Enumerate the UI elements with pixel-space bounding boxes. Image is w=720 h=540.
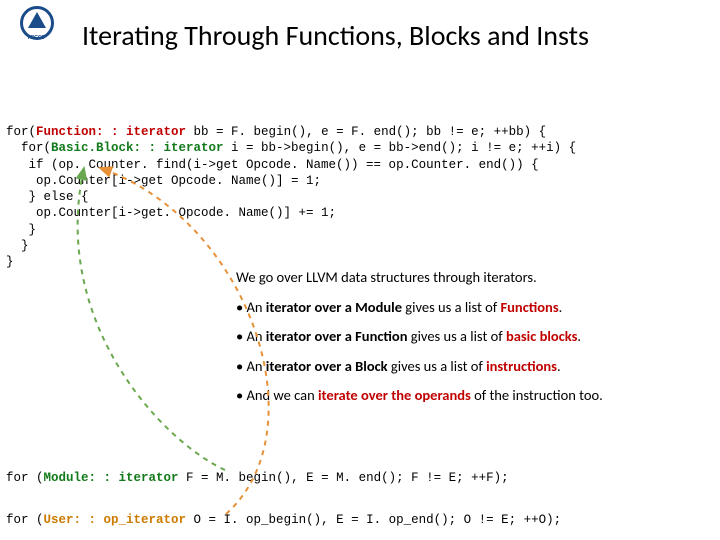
note-p2: • An iterator over a Module gives us a l…	[236, 298, 710, 318]
p3d: basic blocks	[506, 327, 577, 345]
c1l6: op.Counter[i->get. Opcode. Name()] += 1;	[6, 206, 336, 220]
logo-text: PPGCC	[6, 34, 66, 40]
c1l2c: i = bb->begin(), e = bb->end(); i != e; …	[224, 141, 577, 155]
c2c: F = M. begin(), E = M. end(); F != E; ++…	[179, 471, 509, 485]
c3a: for (	[6, 513, 44, 527]
c1l9: }	[6, 255, 14, 269]
p2e: .	[559, 298, 563, 316]
p3c: gives us a list of	[407, 327, 505, 345]
notes-block: We go over LLVM data structures through …	[236, 268, 710, 416]
c1l2b: Basic.Block: : iterator	[51, 141, 224, 155]
note-p5: • And we can iterate over the operands o…	[236, 386, 710, 406]
code-block-user: for (User: : op_iterator O = I. op_begin…	[6, 512, 561, 528]
note-p1: We go over LLVM data structures through …	[236, 268, 710, 288]
p5c: of the instruction too.	[471, 386, 603, 404]
p2c: gives us a list of	[402, 298, 500, 316]
p2b: iterator over a Module	[266, 298, 402, 316]
code-block-module: for (Module: : iterator F = M. begin(), …	[6, 470, 509, 486]
logo: PPGCC	[6, 6, 66, 44]
logo-triangle-icon	[28, 12, 46, 28]
c1l8: }	[6, 239, 29, 253]
c1l4: op.Counter[i->get Opcode. Name()] = 1;	[6, 174, 321, 188]
p4b: iterator over a Block	[266, 357, 388, 375]
c1l1a: for(	[6, 125, 36, 139]
c3b: User: : op_iterator	[44, 513, 187, 527]
c1l5: } else {	[6, 190, 89, 204]
page-title: Iterating Through Functions, Blocks and …	[82, 18, 589, 53]
c1l2a: for(	[6, 141, 51, 155]
c1l1c: bb = F. begin(), e = F. end(); bb != e; …	[186, 125, 546, 139]
p4c: gives us a list of	[388, 357, 486, 375]
c1l1b: Function: : iterator	[36, 125, 186, 139]
p5a: • And we can	[236, 386, 318, 404]
code-block-main: for(Function: : iterator bb = F. begin()…	[6, 124, 576, 270]
c3c: O = I. op_begin(), E = I. op_end(); O !=…	[186, 513, 561, 527]
p2d: Functions	[500, 298, 558, 316]
p3a: • An	[236, 327, 266, 345]
p5b: iterate over the operands	[318, 386, 471, 404]
note-p4: • An iterator over a Block gives us a li…	[236, 357, 710, 377]
c2b: Module: : iterator	[44, 471, 179, 485]
p3b: iterator over a Function	[266, 327, 408, 345]
p4a: • An	[236, 357, 266, 375]
c1l7: }	[6, 223, 36, 237]
p4d: instructions	[486, 357, 557, 375]
p2a: • An	[236, 298, 266, 316]
p4e: .	[557, 357, 561, 375]
c1l3: if (op. Counter. find(i->get Opcode. Nam…	[6, 158, 539, 172]
p3e: .	[577, 327, 581, 345]
c2a: for (	[6, 471, 44, 485]
note-p3: • An iterator over a Function gives us a…	[236, 327, 710, 347]
